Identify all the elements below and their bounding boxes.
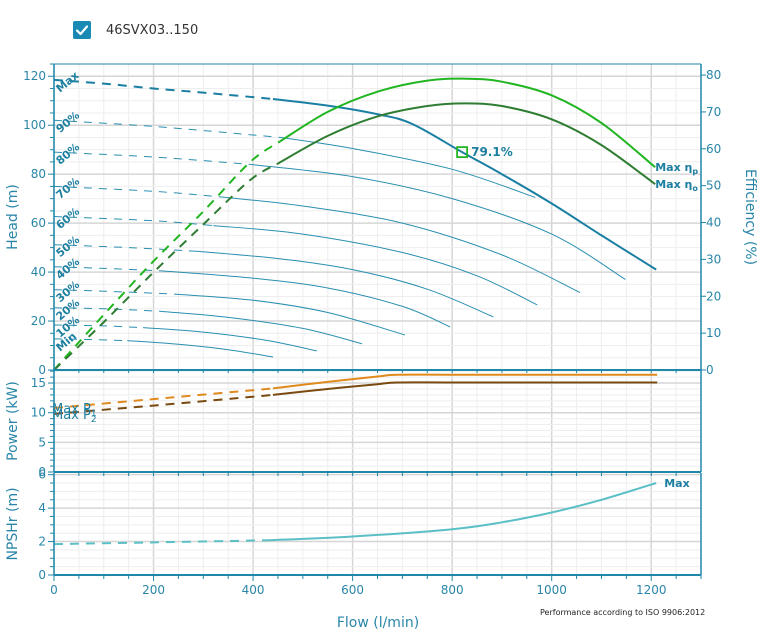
y-tick-label-npsh: 4 [38,501,46,515]
curve-eff_overall [277,102,656,186]
curve-dashed-speed [53,307,161,312]
x-tick-label: 800 [441,583,464,597]
x-tick-label: 200 [142,583,165,597]
efficiency-label: Max ηo [655,178,698,193]
x-tick-label: 600 [341,583,364,597]
curve-speed [174,293,406,336]
speed-label: 60% [54,205,83,232]
x-tick-label: 400 [242,583,265,597]
grid [53,63,702,576]
y2-axis-title: Efficiency (%) [742,169,758,265]
curve-dashed-head [53,78,274,100]
curve-dashed-speed [53,216,214,227]
checkmark-icon [75,25,89,36]
footer-note: Performance according to ISO 9906:2012 [540,608,705,617]
y-tick-label-npsh: 6 [38,468,46,482]
curve-speed [213,225,538,306]
x-tick-label: 1200 [636,583,667,597]
speed-label: 80% [54,141,83,168]
y-axis-title-head: Head (m) [5,184,21,250]
x-axis-title: Flow (l/min) [337,615,419,631]
y-axis-title-npsh: NPSHr (m) [5,487,21,560]
curve-speed [250,163,626,280]
efficiency-label: Max ηp [655,161,698,176]
curve-head [272,98,657,271]
y2-tick-label: 70 [706,105,721,119]
y-tick-label-power: 0 [38,465,46,479]
curve-power_p1 [272,373,658,390]
curve-dashed-speed [53,185,226,198]
curve-dashed-speed [53,244,197,252]
curve-dashed-npsh [53,539,271,546]
curve-eff_pump [279,77,656,168]
speed-label: 70% [54,175,83,202]
speed-label: 40% [54,255,83,282]
y-tick-label-head: 120 [23,69,46,83]
bep-label: 79.1% [471,145,513,159]
y-tick-label-power: 15 [31,376,46,390]
y2-tick-label: 20 [706,289,721,303]
pump-name: 46SVX03..150 [106,22,199,38]
speed-label: 50% [54,233,83,260]
x-tick-label: 0 [50,583,58,597]
y-tick-label-power: 5 [38,435,46,449]
curve-dashed-speed [53,119,281,138]
curve-dashed-eff_pump [53,140,281,371]
npsh-label: Max [664,477,689,490]
y-tick-label-head: 100 [23,118,46,132]
y-tick-label-head: 0 [38,363,46,377]
curve-dashed-eff_overall [53,162,279,371]
y2-tick-label: 10 [706,326,721,340]
y-tick-label-head: 40 [31,265,46,279]
curve-speed [225,196,581,294]
curve-dashed-speed [53,324,144,329]
y2-tick-label: 30 [706,252,721,266]
y2-tick-label: 60 [706,142,721,156]
curve-speed [159,310,363,345]
y-tick-label-head: 80 [31,167,46,181]
curve-dashed-speed [53,151,251,165]
y2-tick-label: 80 [706,68,721,82]
y2-tick-label: 50 [706,179,721,193]
power-label: Max P2 [52,408,97,425]
curve-speed [143,327,317,352]
curve-speed [127,340,274,358]
curve-dashed-power_p1 [53,387,274,409]
curves [53,77,658,546]
y-tick-label-head: 60 [31,216,46,230]
curve-speed [196,250,494,318]
curve-dashed-speed [53,289,175,295]
pump-checkbox[interactable] [73,21,91,39]
x-tick-label: 1000 [536,583,567,597]
curve-dashed-speed [53,266,163,272]
y-tick-label-power: 10 [31,406,46,420]
y-tick-label-head: 20 [31,314,46,328]
curve-power_p2 [272,381,658,396]
curve-dashed-speed [53,338,128,342]
curve-speed [161,270,451,328]
y-axis-title-power: Power (kW) [5,381,21,461]
speed-label: Max [54,69,82,95]
bep-marker[interactable] [456,146,469,159]
y2-tick-label: 40 [706,216,721,230]
curve-npsh [269,482,657,542]
y-tick-label-npsh: 0 [38,568,46,582]
curve-dashed-power_p2 [53,393,274,415]
power-label: Max P1 [52,402,97,419]
pump-selector: 46SVX03..150 [73,20,198,40]
y2-tick-label: 0 [706,363,714,377]
y-tick-label-npsh: 2 [38,535,46,549]
